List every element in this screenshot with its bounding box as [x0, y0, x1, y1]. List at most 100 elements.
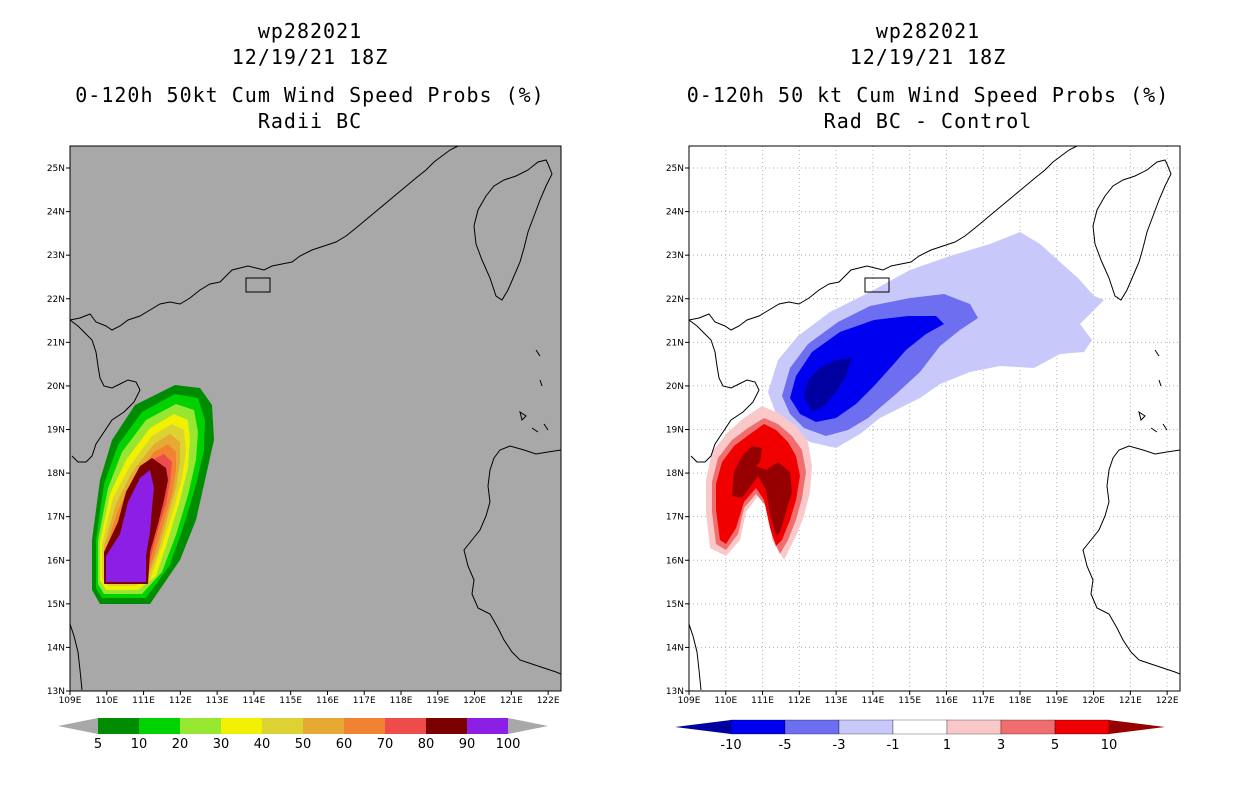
lat-label: 16N [666, 556, 684, 566]
lat-label: 24N [666, 208, 684, 218]
lon-label: 110E [95, 696, 118, 706]
lat-label: 21N [47, 338, 65, 348]
lon-label: 120E [1082, 696, 1105, 706]
colorbar-swatch [1000, 719, 1056, 735]
lon-label: 121E [500, 696, 523, 706]
lat-label: 25N [666, 164, 684, 174]
right-title-line4: Rad BC - Control [823, 109, 1033, 133]
colorbar-label: 5 [1051, 738, 1059, 753]
left-map-panel: 25N24N23N22N21N20N19N18N17N16N15N14N13N1… [47, 145, 562, 706]
coast-taiwan-r [1092, 159, 1172, 301]
lat-label: 23N [47, 251, 65, 261]
coast-vietnam [70, 623, 83, 691]
colorbar-label: 80 [418, 737, 435, 752]
contour-pos-10 [732, 446, 792, 536]
lon-label: 111E [751, 696, 774, 706]
colorbar-swatch [784, 719, 840, 735]
colorbar-swatch [139, 718, 180, 734]
colorbar-label: 60 [336, 737, 353, 752]
lat-label: 18N [666, 469, 684, 479]
contour-neg-10 [804, 358, 852, 412]
coast-vietnam-r [689, 623, 702, 691]
colorbar-label: 20 [172, 737, 189, 752]
colorbar-arrow-right [1109, 720, 1165, 734]
lon-label: 113E [206, 696, 229, 706]
right-colorbar: -10 -5 -3 -1 1 3 5 10 [675, 719, 1165, 753]
lat-label: 17N [666, 513, 684, 523]
colorbar-label: 40 [254, 737, 271, 752]
colorbar-label: 100 [496, 737, 521, 752]
colorbar-arrow-left [675, 720, 731, 734]
lat-label: 14N [47, 643, 65, 653]
lat-label: 21N [666, 338, 684, 348]
lon-label: 122E [537, 696, 560, 706]
hong-kong-box [245, 277, 271, 293]
lon-label: 120E [463, 696, 486, 706]
lon-label: 109E [59, 696, 82, 706]
lon-label: 111E [132, 696, 155, 706]
colorbar-label: 3 [997, 738, 1005, 753]
colorbar-label: 10 [131, 737, 148, 752]
lon-label: 115E [898, 696, 921, 706]
right-title-id: wp282021 [875, 19, 981, 43]
colorbar-swatch [262, 718, 303, 734]
colorbar-label: 1 [943, 738, 951, 753]
lat-label: 16N [47, 556, 65, 566]
lat-label: 22N [47, 295, 65, 305]
left-colorbar: 5 10 20 30 40 50 60 70 80 90 100 [58, 718, 548, 752]
colorbar-swatch [344, 718, 385, 734]
lon-label: 114E [242, 696, 265, 706]
lat-label: 20N [47, 382, 65, 392]
left-probability-contours [92, 385, 214, 604]
lon-label: 116E [316, 696, 339, 706]
lon-label: 117E [353, 696, 376, 706]
right-axes: 25N24N23N22N21N20N19N18N17N16N15N14N13N1… [666, 164, 1179, 706]
lat-label: 13N [666, 687, 684, 697]
lon-label: 115E [279, 696, 302, 706]
colorbar-label: -5 [779, 738, 792, 753]
lat-label: 22N [666, 295, 684, 305]
colorbar-label: -3 [833, 738, 846, 753]
right-title: wp282021 12/19/21 18Z 0-120h 50 kt Cum W… [628, 18, 1228, 134]
colorbar-label: 90 [459, 737, 476, 752]
lat-label: 18N [47, 469, 65, 479]
coast-china-south [70, 146, 459, 331]
lat-label: 23N [666, 251, 684, 261]
islands-small-r [1138, 349, 1168, 433]
right-map-panel: 25N24N23N22N21N20N19N18N17N16N15N14N13N1… [666, 145, 1181, 706]
left-title-date: 12/19/21 18Z [231, 45, 389, 69]
lon-label: 116E [935, 696, 958, 706]
right-title-date: 12/19/21 18Z [849, 45, 1007, 69]
right-coastlines [689, 146, 1180, 691]
lon-label: 121E [1119, 696, 1142, 706]
coast-china-south-r [689, 146, 1078, 331]
colorbar-swatch [892, 719, 948, 735]
colorbar-arrow-left [58, 718, 98, 734]
lat-label: 13N [47, 687, 65, 697]
colorbar-label: -10 [720, 738, 741, 753]
left-axes: 25N24N23N22N21N20N19N18N17N16N15N14N13N1… [47, 164, 560, 706]
lat-label: 25N [47, 164, 65, 174]
colorbar-label: -1 [887, 738, 900, 753]
colorbar-label: 70 [377, 737, 394, 752]
lon-label: 113E [825, 696, 848, 706]
lon-label: 118E [390, 696, 413, 706]
lat-label: 19N [666, 426, 684, 436]
right-difference-contours [706, 232, 1104, 560]
colorbar-label: 10 [1101, 738, 1118, 753]
colorbar-swatch [467, 718, 508, 734]
colorbar-swatch [730, 719, 786, 735]
left-title-line4: Radii BC [257, 109, 363, 133]
lon-label: 119E [1045, 696, 1068, 706]
lat-label: 20N [666, 382, 684, 392]
lon-label: 109E [678, 696, 701, 706]
colorbar-label: 30 [213, 737, 230, 752]
lon-label: 112E [788, 696, 811, 706]
lon-label: 122E [1156, 696, 1179, 706]
lat-label: 15N [666, 600, 684, 610]
colorbar-swatch [98, 718, 139, 734]
colorbar-swatch [303, 718, 344, 734]
hong-kong-box-r [864, 277, 890, 293]
coast-leizhou-hainan [70, 319, 141, 463]
left-coastlines [70, 146, 561, 691]
